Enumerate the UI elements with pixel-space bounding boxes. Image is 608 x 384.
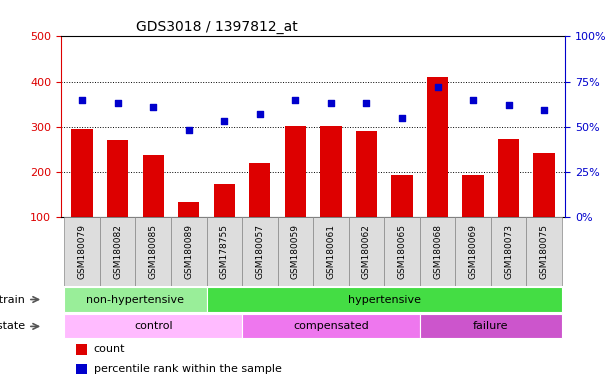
Bar xyxy=(171,217,207,286)
Text: GSM180059: GSM180059 xyxy=(291,224,300,279)
Text: GSM180057: GSM180057 xyxy=(255,224,264,279)
Text: GSM180069: GSM180069 xyxy=(469,224,477,279)
Bar xyxy=(64,287,207,312)
Text: GSM180085: GSM180085 xyxy=(149,224,157,279)
Point xyxy=(397,115,407,121)
Text: GSM180062: GSM180062 xyxy=(362,224,371,279)
Text: GSM180079: GSM180079 xyxy=(78,224,86,279)
Bar xyxy=(356,131,377,217)
Point xyxy=(291,97,300,103)
Text: count: count xyxy=(94,344,125,354)
Bar xyxy=(242,217,278,286)
Bar xyxy=(533,153,554,217)
Bar xyxy=(320,126,342,217)
Text: compensated: compensated xyxy=(293,321,369,331)
Bar xyxy=(207,217,242,286)
Text: disease state: disease state xyxy=(0,321,26,331)
Point xyxy=(539,108,549,114)
Text: GSM180089: GSM180089 xyxy=(184,224,193,279)
Point xyxy=(77,97,87,103)
Bar xyxy=(213,184,235,217)
Bar xyxy=(285,126,306,217)
Bar xyxy=(64,217,100,286)
Point xyxy=(113,100,123,106)
Bar xyxy=(313,217,348,286)
Text: GSM180075: GSM180075 xyxy=(540,224,548,279)
Text: GSM180065: GSM180065 xyxy=(398,224,407,279)
Bar xyxy=(142,155,164,217)
Point xyxy=(468,97,478,103)
Point xyxy=(503,102,513,108)
Bar xyxy=(420,314,562,339)
Bar xyxy=(527,217,562,286)
Text: GSM180068: GSM180068 xyxy=(433,224,442,279)
Bar xyxy=(136,217,171,286)
Text: GSM180061: GSM180061 xyxy=(326,224,336,279)
Text: GSM180082: GSM180082 xyxy=(113,224,122,279)
Bar xyxy=(392,175,413,217)
Text: failure: failure xyxy=(473,321,508,331)
Bar xyxy=(76,344,87,355)
Point xyxy=(148,104,158,110)
Text: GDS3018 / 1397812_at: GDS3018 / 1397812_at xyxy=(136,20,299,34)
Text: strain: strain xyxy=(0,295,26,305)
Bar xyxy=(491,217,527,286)
Bar xyxy=(178,202,199,217)
Bar xyxy=(107,140,128,217)
Bar xyxy=(278,217,313,286)
Bar xyxy=(384,217,420,286)
Point xyxy=(433,84,443,90)
Point xyxy=(326,100,336,106)
Point xyxy=(184,127,193,133)
Bar xyxy=(348,217,384,286)
Bar xyxy=(76,364,87,374)
Text: percentile rank within the sample: percentile rank within the sample xyxy=(94,364,282,374)
Bar xyxy=(455,217,491,286)
Point xyxy=(219,118,229,124)
Bar xyxy=(427,77,448,217)
Bar xyxy=(462,175,484,217)
Point xyxy=(362,100,371,106)
Bar xyxy=(420,217,455,286)
Bar xyxy=(498,139,519,217)
Bar xyxy=(72,129,93,217)
Text: hypertensive: hypertensive xyxy=(348,295,421,305)
Text: GSM178755: GSM178755 xyxy=(219,224,229,279)
Text: control: control xyxy=(134,321,173,331)
Bar xyxy=(64,314,242,339)
Bar xyxy=(207,287,562,312)
Bar xyxy=(249,163,271,217)
Text: GSM180073: GSM180073 xyxy=(504,224,513,279)
Text: non-hypertensive: non-hypertensive xyxy=(86,295,184,305)
Point xyxy=(255,111,264,117)
Bar xyxy=(100,217,136,286)
Bar xyxy=(242,314,420,339)
